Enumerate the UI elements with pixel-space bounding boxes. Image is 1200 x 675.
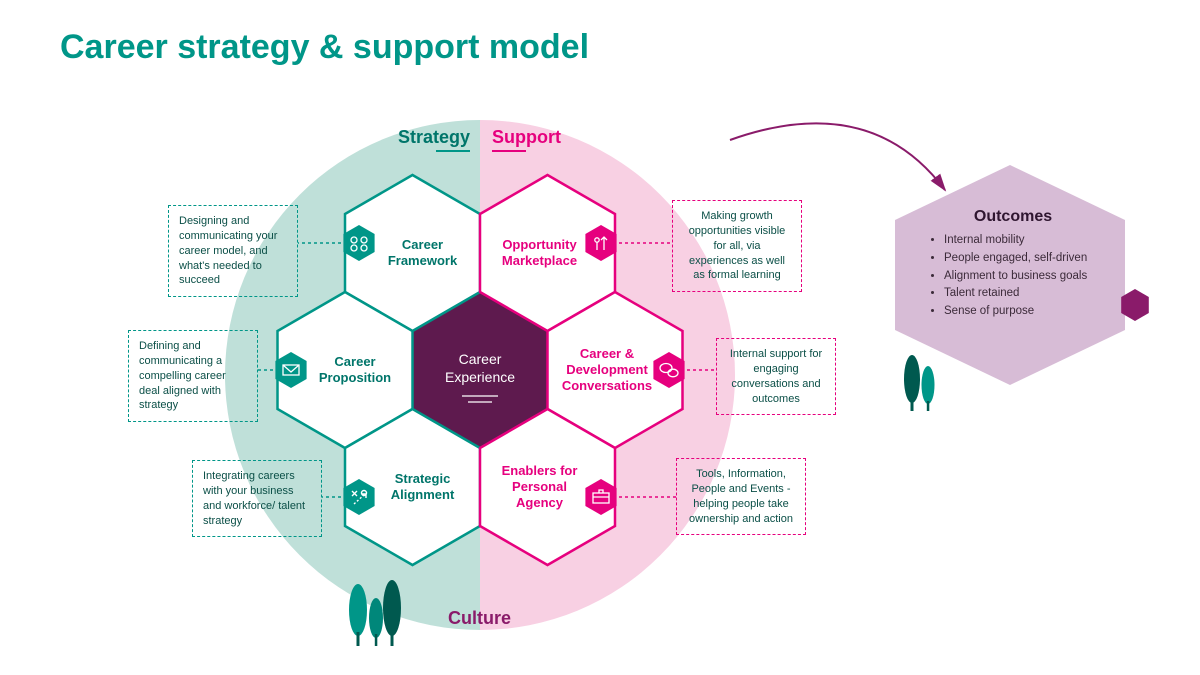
svg-text:Strategic: Strategic: [395, 471, 451, 486]
list-item: Internal mobility: [944, 232, 1098, 250]
callout-proposition: Defining and communicating a compelling …: [128, 330, 258, 422]
svg-text:Opportunity: Opportunity: [502, 237, 577, 252]
label-culture: Culture: [448, 608, 511, 629]
arrow-to-outcomes: [730, 123, 945, 190]
list-item: People engaged, self-driven: [944, 250, 1098, 268]
svg-text:Development: Development: [566, 362, 648, 377]
callout-enablers: Tools, Information, People and Events - …: [676, 458, 806, 535]
svg-text:Alignment: Alignment: [391, 487, 455, 502]
svg-text:Marketplace: Marketplace: [502, 253, 577, 268]
svg-text:Framework: Framework: [388, 253, 458, 268]
callout-conversations: Internal support for engaging conversati…: [716, 338, 836, 415]
svg-text:Career: Career: [334, 354, 375, 369]
svg-text:Proposition: Proposition: [319, 370, 391, 385]
svg-text:Enablers for: Enablers for: [502, 463, 578, 478]
callout-framework: Designing and communicating your career …: [168, 205, 298, 297]
svg-text:Experience: Experience: [445, 369, 515, 385]
svg-text:Agency: Agency: [516, 495, 564, 510]
svg-text:Personal: Personal: [512, 479, 567, 494]
svg-text:Career &: Career &: [580, 346, 634, 361]
svg-text:Career: Career: [459, 351, 502, 367]
svg-text:Conversations: Conversations: [562, 378, 652, 393]
label-support: Support: [492, 127, 561, 152]
callout-marketplace: Making growth opportunities visible for …: [672, 200, 802, 292]
list-item: Alignment to business goals: [944, 268, 1098, 286]
outcomes-block: Outcomes Internal mobility People engage…: [928, 208, 1098, 321]
trees-outcomes: [904, 355, 935, 411]
outcomes-small-hex: [1121, 289, 1149, 321]
list-item: Talent retained: [944, 285, 1098, 303]
callout-alignment: Integrating careers with your business a…: [192, 460, 322, 537]
list-item: Sense of purpose: [944, 303, 1098, 321]
label-strategy: Strategy: [390, 127, 470, 152]
svg-text:Career: Career: [402, 237, 443, 252]
outcomes-list: Internal mobility People engaged, self-d…: [928, 232, 1098, 321]
